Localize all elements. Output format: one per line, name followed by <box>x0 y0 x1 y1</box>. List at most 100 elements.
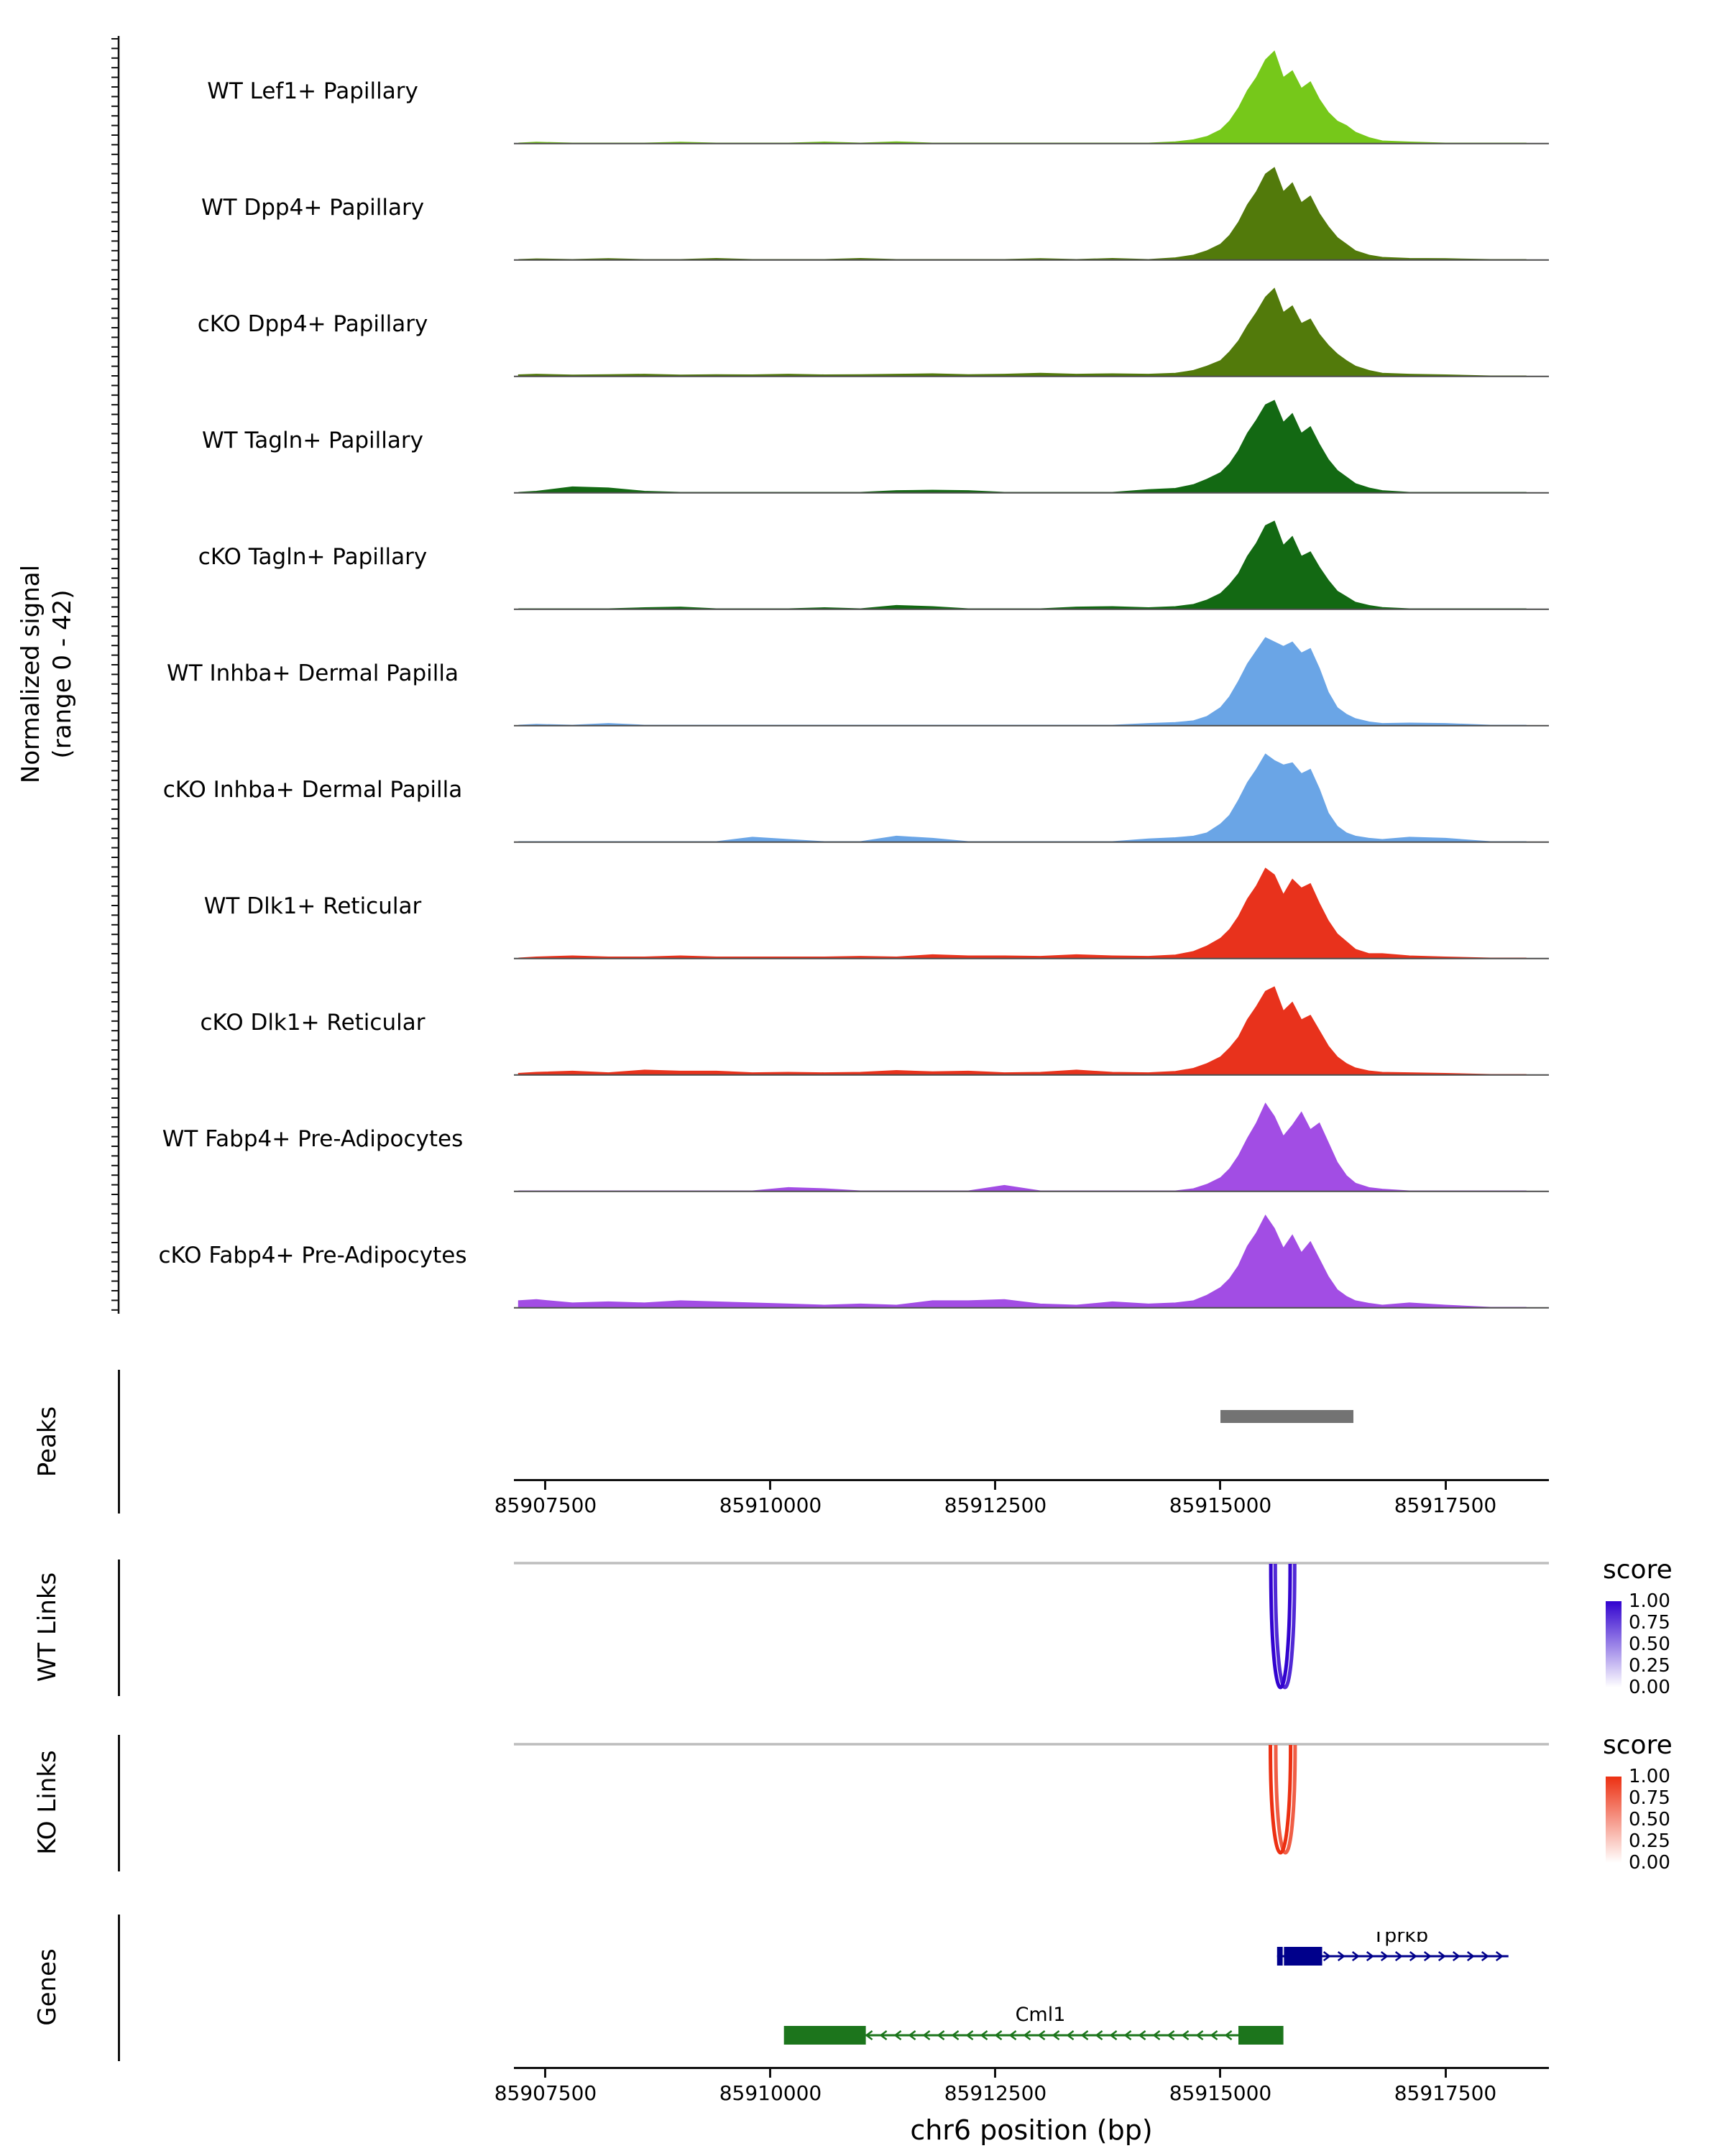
genes-axis-spine <box>118 1915 120 2061</box>
upper-axis-tick-label: 85915000 <box>1169 1493 1272 1517</box>
lower-axis-tick <box>1445 2068 1447 2078</box>
upper-axis-line <box>514 1479 1549 1481</box>
strand-chevron <box>1210 2030 1218 2040</box>
ko-links-axis-spine <box>118 1735 120 1871</box>
wt-legend-tick-label: 0.25 <box>1629 1655 1670 1677</box>
strand-chevron <box>1095 2030 1103 2040</box>
strand-chevron <box>922 2030 931 2040</box>
track-label: WT Lef1+ Papillary <box>207 78 418 104</box>
ko-links-section-label: KO Links <box>33 1750 62 1855</box>
signal-area <box>518 1215 1527 1308</box>
signal-track-plot <box>514 287 1549 377</box>
strand-chevron <box>980 2030 988 2040</box>
strand-chevron <box>865 2030 873 2040</box>
x-axis-title: chr6 position (bp) <box>910 2114 1153 2146</box>
upper-axis-tick <box>769 1480 771 1490</box>
strand-chevron <box>893 2030 902 2040</box>
wt-legend-tick-label: 1.00 <box>1629 1590 1670 1612</box>
link-arc <box>1269 1744 1293 1855</box>
strand-chevron <box>1337 1951 1346 1961</box>
signal-y-axis <box>111 36 120 1314</box>
genes-section-label: Genes <box>33 1948 62 2026</box>
lower-axis-tick-label: 85917500 <box>1394 2081 1497 2105</box>
gene-label: Tprkb <box>1372 1932 1429 1947</box>
wt-links-axis-spine <box>118 1560 120 1696</box>
signal-area <box>518 167 1527 260</box>
ko-links-panel <box>514 1743 1549 1855</box>
strand-chevron <box>1380 1951 1389 1961</box>
strand-chevron <box>1466 1951 1475 1961</box>
signal-track-plot <box>514 167 1549 261</box>
signal-track-plot <box>514 1102 1549 1192</box>
signal-track-plot <box>514 637 1549 727</box>
track-label: cKO Fabp4+ Pre-Adipocytes <box>158 1243 467 1268</box>
signal-axis-title-text: Normalized signal (range 0 - 42) <box>15 565 78 783</box>
lower-axis-tick <box>994 2068 996 2078</box>
signal-track-plot <box>514 520 1549 610</box>
ko-links-score-gradient <box>1606 1777 1622 1863</box>
strand-chevron <box>937 2030 945 2040</box>
peaks-section-label: Peaks <box>33 1406 62 1478</box>
ko-legend-tick-label: 1.00 <box>1629 1766 1670 1787</box>
wt-links-score-gradient <box>1606 1601 1622 1687</box>
gene-exon <box>1238 2026 1284 2045</box>
lower-axis-tick <box>1219 2068 1221 2078</box>
track-label: cKO Tagln+ Papillary <box>198 544 428 570</box>
lower-axis-tick <box>544 2068 546 2078</box>
lower-axis-tick <box>769 2068 771 2078</box>
signal-track-plot <box>514 867 1549 959</box>
signal-area <box>518 520 1527 609</box>
wt-legend-tick-label: 0.00 <box>1629 1677 1670 1698</box>
signal-area <box>518 1102 1527 1192</box>
strand-chevron <box>1481 1951 1489 1961</box>
signal-track-plot <box>514 986 1549 1076</box>
lower-axis-tick-label: 85907500 <box>494 2081 597 2105</box>
upper-axis-tick <box>1219 1480 1221 1490</box>
upper-axis-tick-label: 85917500 <box>1394 1493 1497 1517</box>
wt-links-score-title: score <box>1603 1555 1673 1585</box>
track-label: WT Dpp4+ Papillary <box>201 195 425 221</box>
ko-links-score-title: score <box>1603 1731 1673 1760</box>
strand-chevron <box>1181 2030 1190 2040</box>
strand-chevron <box>1438 1951 1446 1961</box>
lower-axis-tick-label: 85915000 <box>1169 2081 1272 2105</box>
signal-track-plot <box>514 400 1549 494</box>
gene-exon <box>783 2026 866 2045</box>
upper-axis-tick <box>994 1480 996 1490</box>
signal-area <box>518 867 1527 959</box>
strand-chevron <box>1052 2030 1060 2040</box>
track-label: WT Fabp4+ Pre-Adipocytes <box>162 1126 464 1152</box>
signal-area <box>518 753 1527 842</box>
strand-chevron <box>1008 2030 1017 2040</box>
strand-chevron <box>1195 2030 1204 2040</box>
signal-area <box>518 287 1527 377</box>
strand-chevron <box>1366 1951 1374 1961</box>
gene-exon <box>1276 1947 1283 1966</box>
signal-axis-title-line2: (range 0 - 42) <box>48 589 77 759</box>
link-arc <box>1269 1563 1292 1690</box>
strand-chevron <box>1423 1951 1432 1961</box>
signal-area <box>518 50 1527 144</box>
lower-axis-tick-label: 85910000 <box>719 2081 822 2105</box>
link-arc <box>1274 1744 1297 1855</box>
track-label: WT Inhba+ Dermal Papilla <box>167 660 459 686</box>
strand-chevron <box>1167 2030 1175 2040</box>
strand-chevron <box>1023 2030 1031 2040</box>
track-label: cKO Dpp4+ Papillary <box>197 311 428 337</box>
strand-chevron <box>1109 2030 1118 2040</box>
strand-chevron <box>1066 2030 1075 2040</box>
signal-track-plot <box>514 1215 1549 1309</box>
strand-chevron <box>1138 2030 1146 2040</box>
upper-axis-tick <box>544 1480 546 1490</box>
strand-chevron <box>1322 1951 1331 1961</box>
signal-axis-title-line1: Normalized signal <box>16 564 45 784</box>
strand-chevron <box>965 2030 974 2040</box>
upper-axis-tick-label: 85912500 <box>944 1493 1047 1517</box>
strand-chevron <box>1351 1951 1360 1961</box>
ko-legend-tick-label: 0.50 <box>1629 1809 1670 1830</box>
strand-chevron <box>1452 1951 1460 1961</box>
peaks-axis-spine <box>118 1370 120 1514</box>
strand-chevron <box>1409 1951 1417 1961</box>
genes-panel: Tprkb Cml1 <box>783 1932 1509 2045</box>
lower-axis-line <box>514 2067 1549 2069</box>
